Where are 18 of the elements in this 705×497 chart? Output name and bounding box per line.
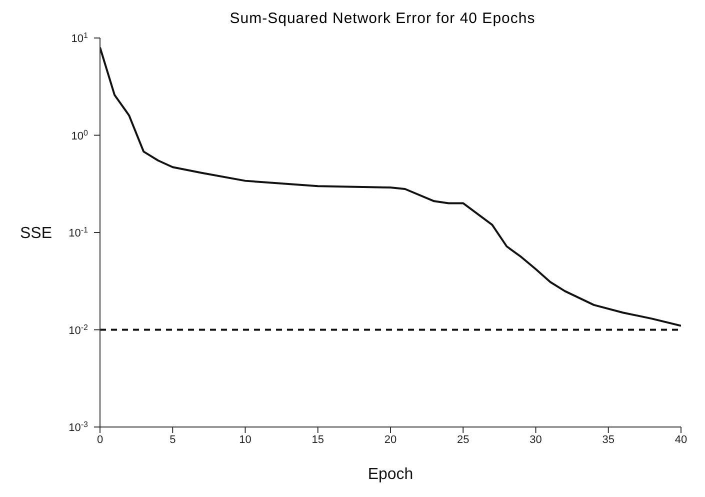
x-tick-label: 0 (96, 434, 104, 446)
y-axis-title: SSE (20, 225, 52, 242)
x-tick-label: 30 (530, 434, 542, 446)
x-tick-label: 35 (602, 434, 614, 446)
x-tick-label: 5 (170, 434, 176, 446)
y-tick-label: 10$^{0}$ (71, 128, 89, 142)
x-tick-label: 10 (239, 434, 252, 446)
x-axis-title: Epoch (368, 466, 414, 483)
y-tick-label: 10$^{-2}$ (68, 322, 89, 337)
x-tick-label: 25 (457, 434, 470, 446)
y-tick-label: 10$^{-3}$ (68, 420, 89, 434)
y-tick-label: 10$^{1}$ (71, 30, 89, 45)
chart-title: Sum-Squared Network Error for 40 Epochs (228, 10, 536, 27)
y-tick-label: 10$^{-1}$ (68, 225, 89, 240)
x-tick-label: 15 (312, 434, 324, 446)
line-series (100, 46, 681, 327)
x-tick-label: 40 (674, 434, 688, 446)
x-tick-label: 20 (384, 434, 397, 446)
